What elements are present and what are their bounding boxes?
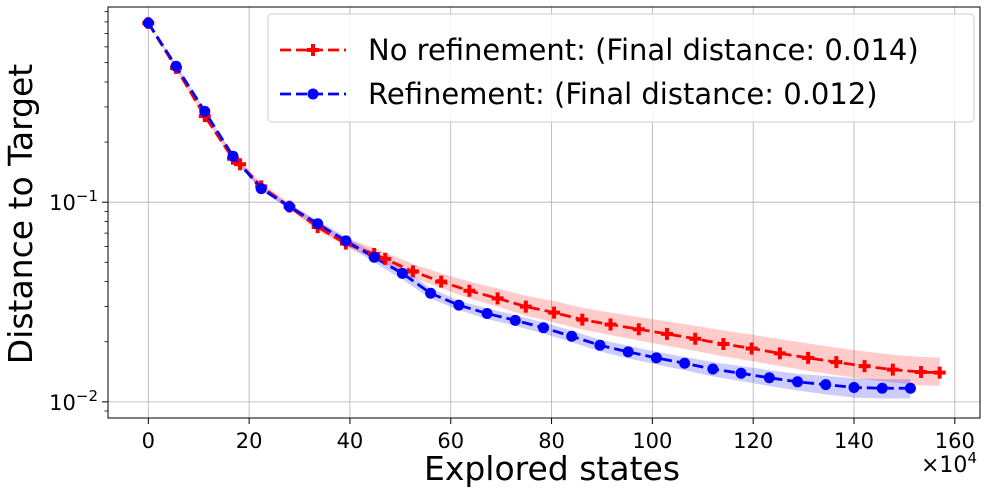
point-no-refinement	[933, 366, 946, 379]
legend-marker	[307, 88, 319, 100]
x-multiplier-base: ×10	[921, 453, 967, 478]
point-refinement	[396, 267, 408, 279]
point-refinement	[312, 218, 324, 230]
point-no-refinement	[435, 275, 448, 288]
point-refinement	[763, 372, 775, 384]
point-refinement	[142, 17, 154, 29]
legend-marker	[307, 44, 319, 56]
x-multiplier: ×104	[921, 449, 977, 478]
point-no-refinement	[745, 342, 758, 355]
point-no-refinement	[604, 318, 617, 331]
point-no-refinement	[858, 360, 871, 373]
point-no-refinement	[689, 332, 702, 345]
point-no-refinement	[802, 351, 815, 364]
y-tick-base: 10	[49, 391, 76, 415]
point-refinement	[566, 330, 578, 342]
point-no-refinement	[491, 292, 504, 305]
x-tick-label: 0	[142, 429, 155, 453]
point-refinement	[622, 346, 634, 358]
point-refinement	[707, 363, 719, 375]
point-refinement	[199, 105, 211, 117]
point-no-refinement	[632, 323, 645, 336]
x-tick-label: 80	[538, 429, 565, 453]
point-refinement	[650, 352, 662, 364]
point-no-refinement	[886, 363, 899, 376]
point-refinement	[255, 183, 267, 195]
point-no-refinement	[576, 313, 589, 326]
x-tick-label: 40	[337, 429, 364, 453]
y-tick-label: 10−2	[49, 387, 98, 415]
point-refinement	[368, 251, 380, 263]
point-no-refinement	[463, 284, 476, 297]
legend-box	[267, 13, 975, 123]
point-no-refinement	[234, 158, 247, 171]
series-markers	[142, 16, 946, 394]
line-refinement	[147, 22, 911, 390]
legend-label-refinement: Refinement: (Final distance: 0.012)	[368, 77, 878, 111]
point-refinement	[453, 299, 465, 311]
x-tick-label: 20	[236, 429, 263, 453]
y-tick-base: 10	[49, 191, 76, 215]
point-no-refinement	[660, 327, 673, 340]
point-refinement	[481, 308, 493, 320]
legend-symbol-no-refinement	[280, 44, 346, 56]
legend-label-no-refinement: No refinement: (Final distance: 0.014)	[368, 33, 919, 67]
x-tick-label: 160	[935, 429, 975, 453]
point-refinement	[904, 382, 916, 394]
x-tick-label: 60	[437, 429, 464, 453]
legend: No refinement: (Final distance: 0.014) R…	[267, 13, 975, 123]
point-refinement	[340, 235, 352, 247]
point-no-refinement	[379, 252, 392, 265]
point-refinement	[227, 150, 239, 162]
point-refinement	[425, 287, 437, 299]
point-refinement	[848, 381, 860, 393]
point-no-refinement	[830, 356, 843, 369]
point-refinement	[509, 314, 521, 326]
y-tick-exponent: −1	[76, 187, 98, 205]
point-refinement	[537, 322, 549, 334]
point-no-refinement	[717, 337, 730, 350]
point-refinement	[283, 201, 295, 213]
x-tick-label: 120	[733, 429, 773, 453]
point-refinement	[170, 60, 182, 72]
point-no-refinement	[548, 306, 561, 319]
plot-frame	[107, 6, 981, 419]
legend-symbol-refinement	[280, 88, 346, 100]
point-refinement	[876, 382, 888, 394]
x-multiplier-exp: 4	[967, 449, 977, 467]
point-no-refinement	[519, 300, 532, 313]
point-refinement	[792, 376, 804, 388]
point-refinement	[594, 339, 606, 351]
x-tick-label: 140	[834, 429, 874, 453]
x-axis-label: Explored states	[424, 449, 680, 488]
point-refinement	[735, 367, 747, 379]
x-tick-label: 100	[632, 429, 672, 453]
point-no-refinement	[406, 265, 419, 278]
y-axis-label: Distance to Target	[1, 64, 40, 365]
y-tick-exponent: −2	[76, 387, 98, 405]
y-tick-label: 10−1	[49, 187, 98, 215]
point-no-refinement	[773, 347, 786, 360]
point-refinement	[679, 357, 691, 369]
point-refinement	[820, 379, 832, 391]
band-no-refinement	[148, 22, 940, 387]
point-no-refinement	[915, 366, 928, 379]
